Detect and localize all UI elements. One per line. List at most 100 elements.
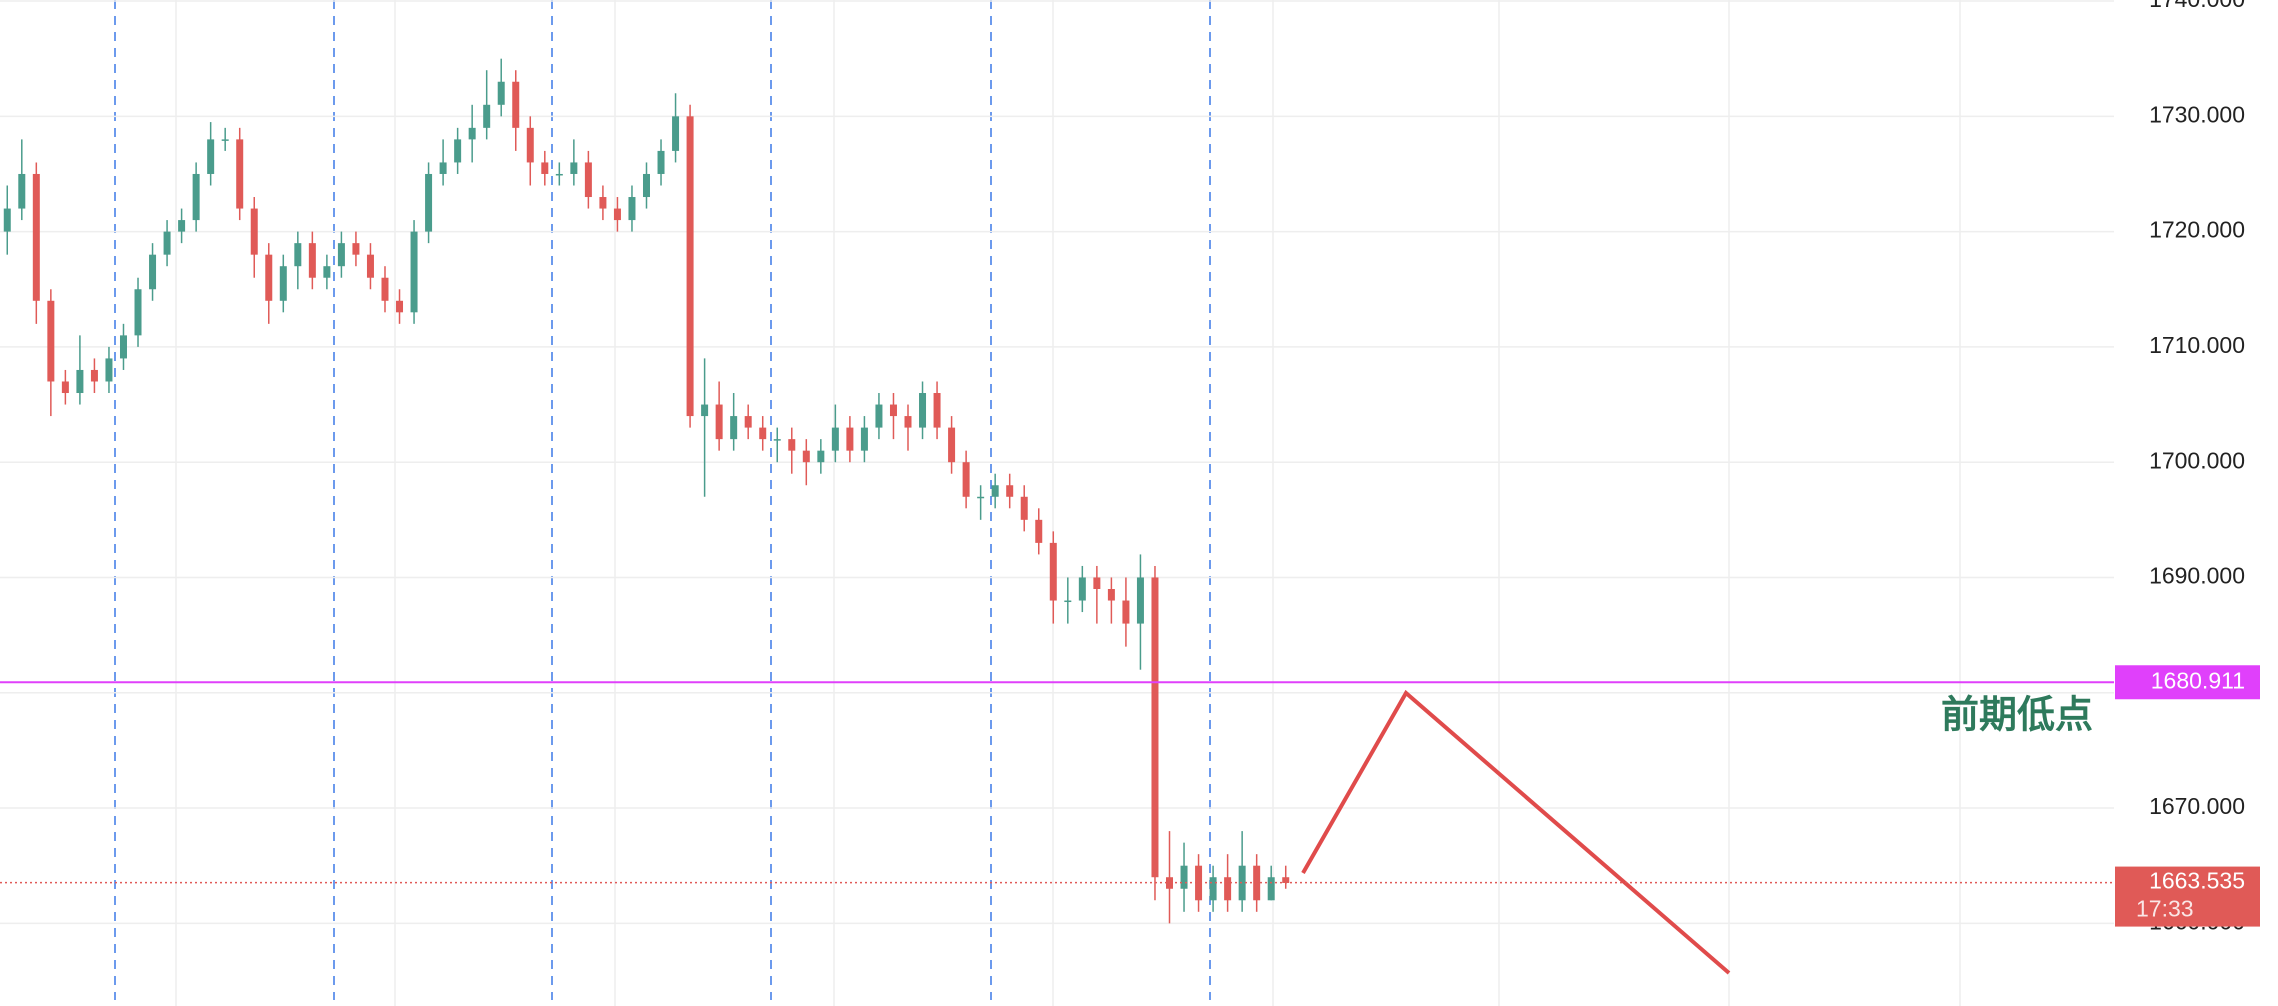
candle-body: [541, 162, 549, 174]
candle-body: [1180, 865, 1188, 889]
candle-body: [686, 116, 694, 417]
price-line-label: 1680.911: [2151, 667, 2245, 693]
candle-body: [672, 116, 680, 151]
last-price-label-box: [2115, 866, 2260, 927]
candle-body: [1122, 600, 1130, 624]
candle-body: [1049, 542, 1057, 601]
candle-body: [483, 104, 491, 128]
candle-body: [512, 81, 520, 128]
y-tick-label: 1730.000: [2149, 101, 2245, 127]
candle-body: [468, 127, 476, 140]
candle-body: [584, 162, 592, 198]
y-tick-label: 1740.000: [2149, 0, 2245, 12]
candle-body: [105, 358, 113, 382]
candle-body: [61, 381, 69, 394]
candle-body: [1238, 865, 1246, 901]
price-axis: 1660.0001670.0001680.0001690.0001700.000…: [2115, 0, 2260, 934]
candle-body: [236, 139, 244, 209]
candle-body: [1282, 877, 1290, 883]
candle-body: [744, 416, 752, 428]
candle-body: [308, 243, 316, 278]
candle-body: [919, 393, 927, 428]
candle-body: [962, 462, 970, 497]
y-tick-label: 1700.000: [2149, 447, 2245, 473]
candle-body: [773, 439, 781, 441]
candle-body: [3, 208, 11, 232]
candle-body: [396, 300, 404, 313]
candle-body: [294, 243, 302, 267]
candle-body: [119, 335, 127, 359]
candle-body: [410, 231, 418, 313]
candle-body: [250, 208, 258, 255]
price-line-label-box: [2115, 665, 2260, 700]
candle-body: [163, 231, 171, 255]
y-tick-label: 1710.000: [2149, 332, 2245, 358]
last-price-label: 1663.535: [2149, 868, 2245, 894]
candle-body: [1035, 519, 1043, 543]
candle-body: [933, 393, 941, 428]
candle-body: [788, 439, 796, 451]
candle-body: [1209, 877, 1217, 901]
candle-body: [497, 81, 505, 105]
candle-body: [1151, 577, 1159, 878]
candle-body: [425, 173, 433, 232]
candle-body: [134, 289, 142, 336]
candles: [3, 58, 1290, 924]
annotation: 前期低点: [1941, 693, 2093, 737]
candle-body: [323, 266, 331, 278]
candle-body: [802, 450, 810, 463]
candle-body: [948, 427, 956, 463]
candle-body: [1107, 589, 1115, 601]
candle-body: [1020, 496, 1028, 520]
candle-body: [1093, 577, 1101, 590]
candle-body: [221, 139, 229, 141]
candle-body: [860, 427, 868, 451]
candle-body: [1166, 877, 1174, 889]
candle-body: [701, 404, 709, 417]
candle-body: [555, 173, 563, 176]
candle-body: [149, 254, 157, 290]
candle-body: [76, 369, 84, 394]
candle-body: [279, 266, 287, 301]
session-separators: [114, 0, 1211, 1000]
candle-body: [817, 450, 825, 463]
candle-body: [178, 220, 186, 232]
candle-body: [657, 150, 665, 174]
candle-body: [47, 300, 55, 382]
candle-body: [1136, 577, 1144, 624]
candle-body: [642, 173, 650, 198]
candle-body: [90, 369, 98, 382]
candle-body: [526, 127, 534, 163]
candle-body: [366, 254, 374, 278]
price-lines: [0, 681, 2114, 884]
candle-body: [18, 173, 26, 209]
candle-body: [875, 404, 883, 428]
candle-body: [192, 173, 200, 221]
candle-body: [1195, 865, 1203, 901]
candle-body: [613, 208, 621, 221]
candle-body: [265, 254, 273, 301]
candle-body: [599, 197, 607, 209]
candle-body: [1267, 877, 1275, 901]
candle-body: [831, 427, 839, 451]
candle-body: [730, 416, 738, 440]
candle-body: [1064, 600, 1072, 603]
candle-body: [904, 416, 912, 428]
candle-body: [32, 173, 40, 301]
candle-body: [439, 162, 447, 174]
vertical-grid: [175, 0, 1961, 1006]
candle-body: [977, 496, 985, 499]
y-tick-label: 1690.000: [2149, 563, 2245, 589]
candle-body: [337, 243, 345, 267]
candle-body: [1078, 577, 1086, 601]
horizontal-grid: [0, 0, 2114, 925]
candle-body: [352, 243, 360, 255]
candle-body: [715, 404, 723, 440]
candle-body: [628, 197, 636, 221]
candle-body: [991, 485, 999, 497]
y-tick-label: 1720.000: [2149, 217, 2245, 243]
countdown-label: 17:33: [2136, 896, 2194, 922]
candle-body: [207, 139, 215, 174]
candle-body: [759, 427, 767, 440]
